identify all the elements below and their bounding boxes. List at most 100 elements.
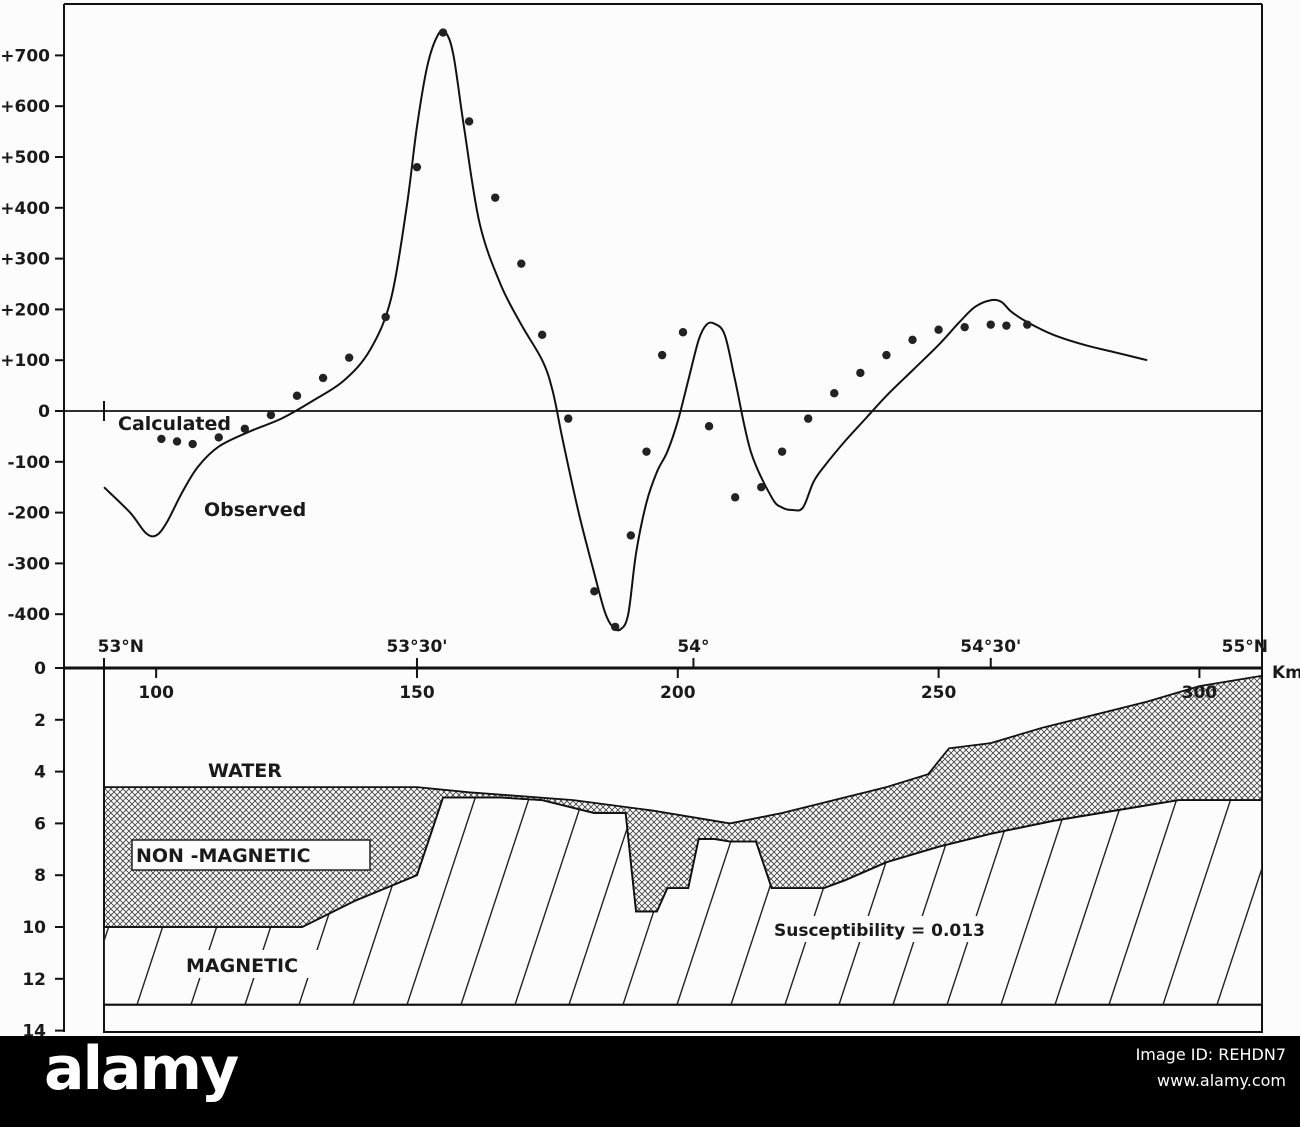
y-tick-label: -100 — [7, 453, 50, 473]
calculated-point — [777, 447, 787, 456]
latitude-tick-label: 54° — [677, 637, 709, 657]
calculated-point — [1002, 321, 1011, 330]
geologic-cross-section-panel: 0 2 4 6 8 10 12 14 100 150 200 250 300 53°N 53°30' 54… — [22, 637, 1300, 1036]
stock-id: Image ID: REHDN7 www.alamy.com — [1136, 1042, 1286, 1094]
calculated-point — [856, 368, 865, 378]
calculated-point — [292, 391, 302, 400]
calculated-point — [704, 422, 714, 431]
depth-tick-label: 8 — [34, 866, 46, 886]
magnetic-label-bg — [182, 950, 332, 978]
hatch-line — [667, 797, 789, 1005]
calculated-point — [564, 414, 573, 423]
non-magnetic-label-bg — [131, 839, 371, 871]
watermark-banner — [0, 1036, 1300, 1127]
water-label: WATER — [208, 760, 282, 782]
y-tick-label: +200 — [0, 300, 50, 320]
depth-tick-label: 10 — [22, 918, 46, 938]
calculated-point — [188, 439, 197, 449]
y-tick-label: +600 — [0, 97, 50, 117]
magnetic-label: MAGNETIC — [186, 955, 298, 977]
y-tick-label: +400 — [0, 199, 50, 219]
observed-label: Observed — [204, 499, 306, 521]
water-label-bg — [196, 757, 296, 783]
calculated-point — [642, 447, 651, 456]
non-magnetic-layer — [103, 674, 1263, 928]
calculated-point — [830, 389, 839, 398]
depth-tick-label: 2 — [34, 711, 46, 731]
hatch-line — [1153, 797, 1262, 1005]
y-tick-label: -400 — [7, 605, 50, 625]
hatch-line — [397, 797, 519, 1005]
calculated-point — [157, 434, 166, 444]
calculated-point — [960, 322, 969, 332]
calculated-point — [657, 350, 667, 360]
calculated-point — [214, 433, 223, 442]
y-tick-label: +300 — [0, 250, 50, 270]
calculated-point — [626, 531, 636, 540]
km-axis-label: Km — [1272, 663, 1300, 683]
calculated-point — [882, 350, 891, 360]
calculated-point — [491, 193, 500, 202]
hatch-line — [1099, 797, 1221, 1005]
latitude-tick-label: 53°N — [98, 637, 144, 657]
calculated-point — [986, 320, 995, 329]
calculated-point — [464, 117, 474, 126]
calculated-point — [381, 312, 390, 322]
km-tick-label: 250 — [921, 683, 957, 703]
calculated-point — [517, 259, 526, 268]
hatch-line — [883, 797, 1005, 1005]
calculated-point — [908, 335, 917, 345]
km-tick-label: 100 — [138, 683, 174, 703]
susceptibility-label-bg — [770, 916, 992, 942]
depth-tick-label: 0 — [34, 659, 46, 679]
km-tick-label: 300 — [1182, 683, 1218, 703]
stock-id-label: Image ID: REHDN7 — [1135, 1045, 1286, 1064]
calculated-point — [590, 587, 599, 596]
calculated-point — [266, 410, 276, 420]
latitude-tick-label: 54°30' — [960, 637, 1021, 657]
calculated-point — [240, 424, 250, 433]
hatch-line — [559, 797, 681, 1005]
y-tick-label: -200 — [7, 504, 50, 524]
y-tick-label: +500 — [0, 148, 50, 168]
hatch-line — [991, 797, 1113, 1005]
site-url: www.alamy.com — [1157, 1071, 1286, 1090]
hatch-line — [1207, 797, 1262, 1005]
observed-curve — [103, 29, 1148, 632]
hatch-line — [505, 797, 627, 1005]
km-tick-label: 150 — [399, 683, 435, 703]
km-tick-label: 200 — [660, 683, 696, 703]
calculated-label: Calculated — [118, 413, 231, 435]
calculated-point — [934, 325, 943, 334]
latitude-tick-label: 53°30' — [386, 637, 447, 657]
calculated-point — [678, 328, 688, 337]
depth-tick-label: 4 — [34, 763, 46, 783]
calculated-point — [730, 493, 740, 502]
calculated-point — [537, 330, 547, 339]
non-magnetic-label: NON -MAGNETIC — [136, 845, 311, 867]
susceptibility-label: Susceptibility = 0.013 — [774, 921, 985, 941]
y-tick-label: +100 — [0, 351, 50, 371]
brand-logo: alamy — [44, 1034, 239, 1104]
y-tick-label: +700 — [0, 46, 50, 66]
depth-tick-label: 12 — [22, 970, 46, 990]
hatch-line — [937, 797, 1059, 1005]
calculated-point — [412, 162, 422, 172]
hatch-line — [1045, 797, 1167, 1005]
depth-tick-label: 14 — [22, 1022, 46, 1036]
hatch-line — [451, 797, 573, 1005]
calculated-point — [318, 373, 328, 383]
calculated-point — [803, 414, 813, 423]
calculated-point — [172, 437, 182, 446]
y-tick-label: -300 — [7, 554, 50, 574]
y-tick-label: 0 — [38, 402, 50, 422]
calculated-point — [1023, 320, 1032, 329]
latitude-tick-label: 55°N — [1222, 637, 1268, 657]
calculated-point — [438, 28, 448, 37]
magnetic-anomaly-panel: +700 +600 +500 +400 +300 +200 +100 0 -100 -200 -30… — [0, 3, 1263, 670]
figure: +700 +600 +500 +400 +300 +200 +100 0 -100 -200 -30… — [0, 3, 1300, 1036]
calculated-point — [610, 622, 620, 632]
calculated-point — [344, 353, 354, 362]
calculated-point — [757, 483, 766, 492]
depth-tick-label: 6 — [34, 814, 46, 834]
